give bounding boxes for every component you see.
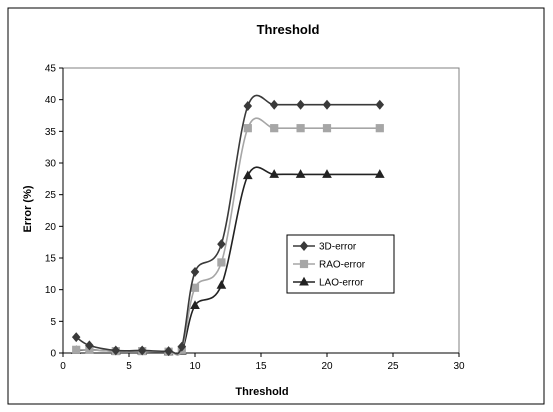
data-point	[190, 266, 200, 277]
data-point	[190, 283, 200, 292]
data-point	[85, 340, 94, 351]
data-point	[177, 341, 187, 352]
y-tick-label: 45	[45, 64, 57, 75]
data-point	[242, 170, 253, 180]
data-point	[296, 99, 305, 110]
data-point	[72, 345, 81, 354]
legend: 3D-error RAO-error LAO-error	[286, 234, 395, 294]
x-tick-label: 5	[126, 361, 132, 372]
plot-frame	[62, 67, 460, 354]
y-tick-label: 30	[45, 159, 57, 170]
data-point	[296, 124, 305, 133]
legend-entry: RAO-error	[319, 260, 366, 271]
y-axis-label: Error (%)	[22, 185, 34, 232]
plot-area: 0 5 10 15 20 25 30 35 40 45 0 5 10 15 20 25 30	[45, 64, 465, 373]
legend-entry: 3D-error	[319, 242, 357, 253]
data-point	[375, 124, 384, 133]
data-point	[111, 345, 121, 356]
chart-title: Threshold	[257, 22, 320, 37]
legend-marker	[299, 241, 309, 251]
y-tick-label: 35	[45, 127, 57, 138]
x-tick-label: 15	[255, 361, 267, 372]
legend-marker	[299, 276, 309, 286]
x-tick-label: 0	[60, 361, 66, 372]
data-point	[216, 280, 227, 289]
x-tick-label: 25	[387, 361, 399, 372]
data-point	[374, 169, 385, 178]
legend-marker	[299, 259, 309, 269]
data-point	[269, 169, 280, 178]
data-point	[295, 169, 306, 178]
data-point	[375, 99, 385, 110]
data-point	[217, 258, 226, 267]
data-point	[164, 346, 173, 357]
y-tick-label: 40	[45, 95, 57, 106]
y-tick-label: 25	[45, 190, 57, 201]
y-tick-label: 0	[50, 349, 56, 360]
y-tick-label: 20	[45, 222, 57, 233]
x-tick-label: 30	[453, 361, 465, 372]
data-point	[190, 300, 200, 309]
x-axis-label: Threshold	[235, 386, 288, 398]
x-tick-label: 20	[321, 361, 333, 372]
data-point	[269, 99, 279, 110]
y-tick-label: 5	[50, 317, 56, 328]
data-point	[243, 124, 252, 133]
data-point	[322, 124, 332, 133]
x-tick-label: 10	[189, 361, 201, 372]
legend-entry: LAO-error	[319, 278, 364, 289]
y-tick-label: 10	[45, 285, 57, 296]
data-point	[217, 239, 226, 250]
data-point	[322, 99, 332, 110]
data-point	[137, 345, 147, 356]
data-point	[71, 332, 81, 343]
data-point	[322, 169, 332, 178]
data-point	[270, 124, 279, 133]
data-point	[243, 101, 253, 111]
y-tick-label: 15	[45, 254, 57, 265]
